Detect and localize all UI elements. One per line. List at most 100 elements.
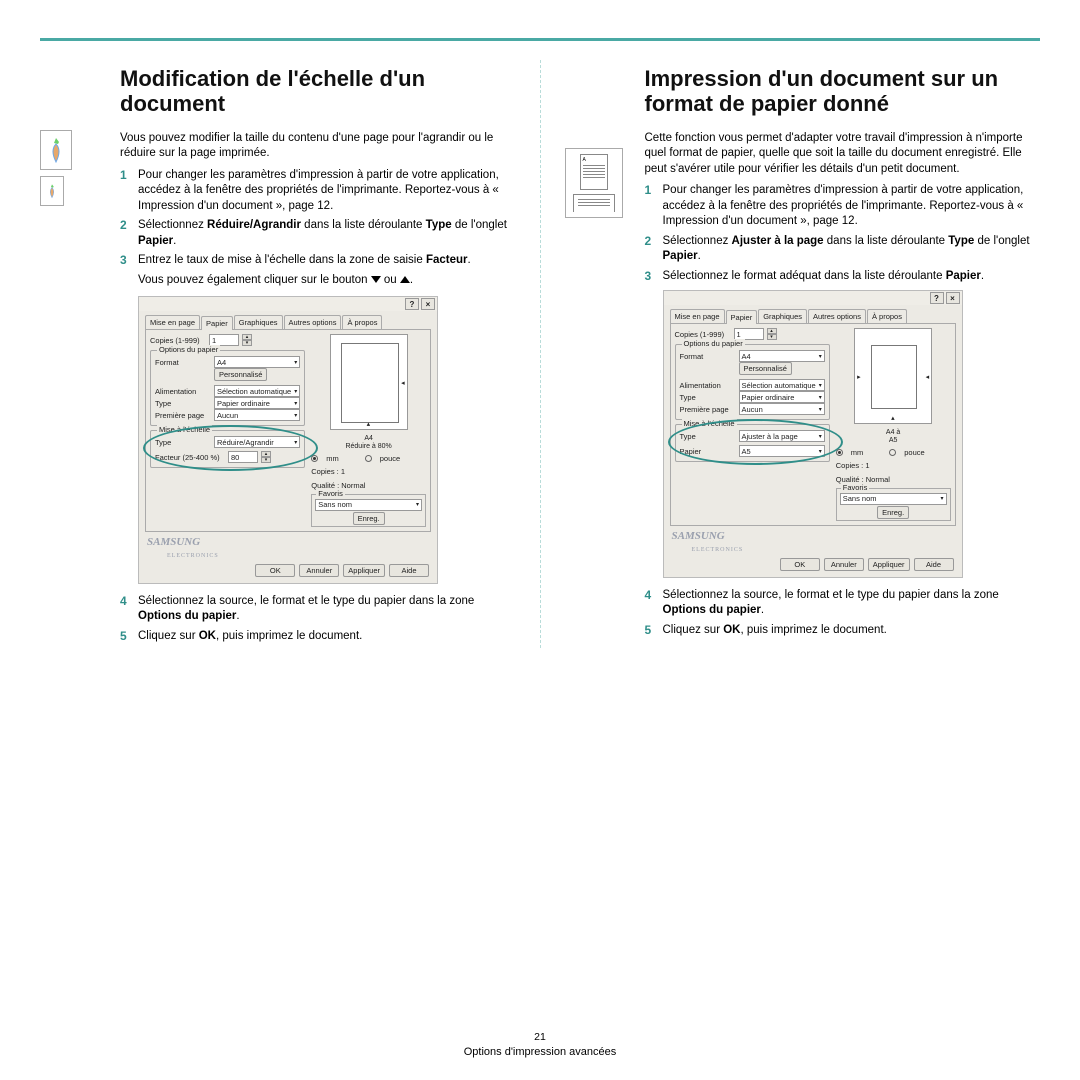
- help-title-button[interactable]: ?: [930, 292, 944, 304]
- scale-group: Mise à l'échelle TypeAjuster à la page▾ …: [675, 424, 830, 462]
- custom-button[interactable]: Personnalisé: [214, 368, 267, 381]
- favorites-combo[interactable]: Sans nom▾: [840, 493, 947, 505]
- tab-papier[interactable]: Papier: [726, 310, 758, 324]
- printer-properties-dialog: ? × Mise en page Papier Graphiques Autre…: [138, 296, 438, 583]
- right-heading: Impression d'un document sur un format d…: [645, 66, 1041, 117]
- brand-logo: SAMSUNGELECTRONICS: [664, 526, 962, 554]
- tab-autres[interactable]: Autres options: [284, 315, 342, 329]
- step-number: 5: [120, 629, 138, 645]
- printer-properties-dialog: ? × Mise en page Papier Graphiques Autre…: [663, 290, 963, 577]
- favorites-combo[interactable]: Sans nom▾: [315, 499, 422, 511]
- step-number: 2: [645, 234, 663, 265]
- apply-button[interactable]: Appliquer: [343, 564, 385, 577]
- tab-graphiques[interactable]: Graphiques: [758, 309, 807, 323]
- step-number: 1: [120, 168, 138, 215]
- scale-type-combo[interactable]: Ajuster à la page▾: [739, 430, 825, 442]
- right-column: A Impression d'un document sur un format…: [565, 60, 1041, 648]
- page-footer: 21 Options d'impression avancées: [0, 1031, 1080, 1058]
- tab-apropos[interactable]: À propos: [342, 315, 382, 329]
- tab-apropos[interactable]: À propos: [867, 309, 907, 323]
- tab-miseenpage[interactable]: Mise en page: [670, 309, 725, 323]
- custom-button[interactable]: Personnalisé: [739, 362, 792, 375]
- step-number: 5: [645, 623, 663, 639]
- step-number: 1: [645, 183, 663, 230]
- close-title-button[interactable]: ×: [421, 298, 435, 310]
- format-combo[interactable]: A4▾: [739, 350, 825, 362]
- left-step2: Sélectionnez Réduire/Agrandir dans la li…: [138, 218, 516, 249]
- help-button[interactable]: Aide: [914, 558, 954, 571]
- page-number: 21: [0, 1031, 1080, 1043]
- page-header-rule: [40, 38, 1040, 41]
- tab-autres[interactable]: Autres options: [808, 309, 866, 323]
- dialog-tabs: Mise en page Papier Graphiques Autres op…: [664, 305, 962, 323]
- scale-group: Mise à l'échelle TypeRéduire/Agrandir▾ F…: [150, 430, 305, 468]
- unit-radios: mmpouce: [311, 454, 426, 463]
- copies-label: Copies (1-999): [150, 336, 206, 345]
- page-preview: ▸◂▴: [854, 328, 932, 424]
- left-step1: Pour changer les paramètres d'impression…: [138, 168, 516, 215]
- triangle-up-icon: [400, 276, 410, 283]
- tab-miseenpage[interactable]: Mise en page: [145, 315, 200, 329]
- left-column: Modification de l'échelle d'un document …: [40, 60, 516, 648]
- ok-button[interactable]: OK: [255, 564, 295, 577]
- save-favorite-button[interactable]: Enreg.: [353, 512, 385, 525]
- copies-label: Copies (1-999): [675, 330, 731, 339]
- unit-radios: mmpouce: [836, 448, 951, 457]
- paper-combo[interactable]: A5▾: [739, 445, 825, 457]
- close-title-button[interactable]: ×: [946, 292, 960, 304]
- options-papier-group: Options du papier FormatA4▾ Personnalisé…: [150, 350, 305, 426]
- triangle-down-icon: [371, 276, 381, 283]
- favorites-group: Favoris Sans nom▾ Enreg.: [836, 488, 951, 521]
- unit-mm-radio[interactable]: [311, 455, 318, 462]
- left-heading: Modification de l'échelle d'un document: [120, 66, 516, 117]
- cancel-button[interactable]: Annuler: [824, 558, 864, 571]
- right-step3: Sélectionnez le format adéquat dans la l…: [663, 269, 985, 285]
- dialog-tabs: Mise en page Papier Graphiques Autres op…: [139, 311, 437, 329]
- source-combo[interactable]: Sélection automatique▾: [739, 379, 825, 391]
- left-step3: Entrez le taux de mise à l'échelle dans …: [138, 253, 471, 269]
- preview-caption: A4Réduire à 80%: [311, 435, 426, 450]
- dialog-titlebar: ? ×: [139, 297, 437, 311]
- format-combo[interactable]: A4▾: [214, 356, 300, 368]
- left-step3-sub: Vous pouvez également cliquer sur le bou…: [138, 273, 516, 289]
- save-favorite-button[interactable]: Enreg.: [877, 506, 909, 519]
- scale-type-combo[interactable]: Réduire/Agrandir▾: [214, 436, 300, 448]
- section-name: Options d'impression avancées: [0, 1046, 1080, 1058]
- left-step4: Sélectionnez la source, le format et le …: [138, 594, 516, 625]
- tab-graphiques[interactable]: Graphiques: [234, 315, 283, 329]
- step-number: 4: [120, 594, 138, 625]
- step-number: 3: [645, 269, 663, 285]
- firstpage-combo[interactable]: Aucun▾: [214, 409, 300, 421]
- favorites-group: Favoris Sans nom▾ Enreg.: [311, 494, 426, 527]
- right-step5: Cliquez sur OK, puis imprimez le documen…: [663, 623, 887, 639]
- unit-pouce-radio[interactable]: [365, 455, 372, 462]
- left-step5: Cliquez sur OK, puis imprimez le documen…: [138, 629, 362, 645]
- cancel-button[interactable]: Annuler: [299, 564, 339, 577]
- source-combo[interactable]: Sélection automatique▾: [214, 385, 300, 397]
- apply-button[interactable]: Appliquer: [868, 558, 910, 571]
- carrot-small-icon: [40, 176, 64, 206]
- unit-pouce-radio[interactable]: [889, 449, 896, 456]
- right-step2: Sélectionnez Ajuster à la page dans la l…: [663, 234, 1041, 265]
- right-step4: Sélectionnez la source, le format et le …: [663, 588, 1041, 619]
- type-combo[interactable]: Papier ordinaire▾: [739, 391, 825, 403]
- tab-papier[interactable]: Papier: [201, 316, 233, 330]
- right-intro: Cette fonction vous permet d'adapter vot…: [645, 131, 1041, 178]
- factor-spinner[interactable]: 80: [228, 451, 258, 463]
- ok-button[interactable]: OK: [780, 558, 820, 571]
- help-title-button[interactable]: ?: [405, 298, 419, 310]
- left-intro: Vous pouvez modifier la taille du conten…: [120, 131, 516, 162]
- firstpage-combo[interactable]: Aucun▾: [739, 403, 825, 415]
- help-button[interactable]: Aide: [389, 564, 429, 577]
- unit-mm-radio[interactable]: [836, 449, 843, 456]
- type-combo[interactable]: Papier ordinaire▾: [214, 397, 300, 409]
- step-number: 4: [645, 588, 663, 619]
- two-column-layout: Modification de l'échelle d'un document …: [40, 60, 1040, 648]
- carrot-large-icon: [40, 130, 72, 170]
- step-number: 2: [120, 218, 138, 249]
- fit-to-page-icon: A: [565, 148, 635, 218]
- options-papier-group: Options du papier FormatA4▾ Personnalisé…: [675, 344, 830, 420]
- brand-logo: SAMSUNGELECTRONICS: [139, 532, 437, 560]
- step-number: 3: [120, 253, 138, 269]
- page-preview: ◂▴: [330, 334, 408, 430]
